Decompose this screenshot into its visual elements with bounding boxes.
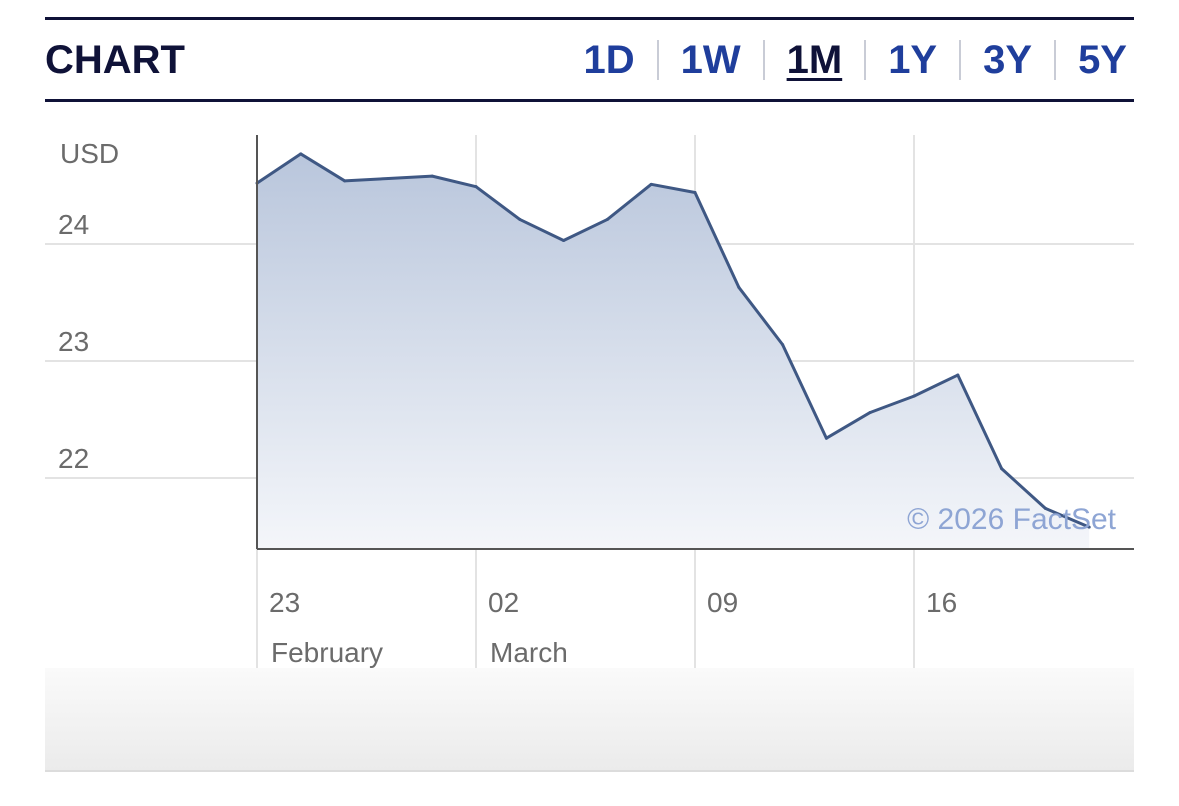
label-layer: 22 23 24 23 February 02 March 09 16 USD © 2026 Fac… [58,138,1117,668]
range-tabs: 1D 1W 1M 1Y 3Y 5Y [583,38,1127,82]
tab-1y[interactable]: 1Y [888,38,938,82]
data-point [518,217,522,221]
data-point [868,410,872,414]
y-tick-label: 22 [58,443,89,474]
x-month-label: March [490,637,568,668]
data-point [430,174,434,178]
header-bottom-rule [45,99,1134,102]
data-point [343,179,347,183]
data-point [649,182,653,186]
tab-1m[interactable]: 1M [786,38,843,82]
y-unit-label: USD [60,138,119,169]
series-line [256,152,1090,529]
data-point [693,191,697,195]
data-point [299,152,303,156]
data-point [956,373,960,377]
tab-separator [864,40,867,80]
data-point [1043,506,1047,510]
tab-separator [1054,40,1057,80]
axis-layer [256,135,1134,550]
tab-separator [959,40,962,80]
data-point [824,436,828,440]
data-point [562,238,566,242]
data-point [1000,467,1004,471]
data-point [737,285,741,289]
x-tick-label: 09 [707,587,738,618]
data-point [912,394,916,398]
data-point [605,217,609,221]
x-tick-label: 02 [488,587,519,618]
tab-1w[interactable]: 1W [680,38,741,82]
tab-separator [656,40,659,80]
watermark-label: © 2026 FactSet [907,503,1117,536]
data-point [781,343,785,347]
chart-footer-band [45,668,1134,772]
tab-1d[interactable]: 1D [583,38,635,82]
tab-3y[interactable]: 3Y [983,38,1033,82]
header-top-rule [45,17,1134,20]
x-tick-label: 16 [926,587,957,618]
data-point [386,176,390,180]
tab-separator [762,40,765,80]
data-point [1087,525,1091,529]
x-tick-label: 23 [269,587,300,618]
y-tick-label: 24 [58,209,89,240]
tab-5y[interactable]: 5Y [1078,38,1127,82]
y-tick-label: 23 [58,326,89,357]
data-point [474,185,478,189]
chart-section-title: CHART [45,38,185,82]
series-area [257,153,1090,549]
area-layer [255,152,1091,549]
x-month-label: February [271,637,383,668]
